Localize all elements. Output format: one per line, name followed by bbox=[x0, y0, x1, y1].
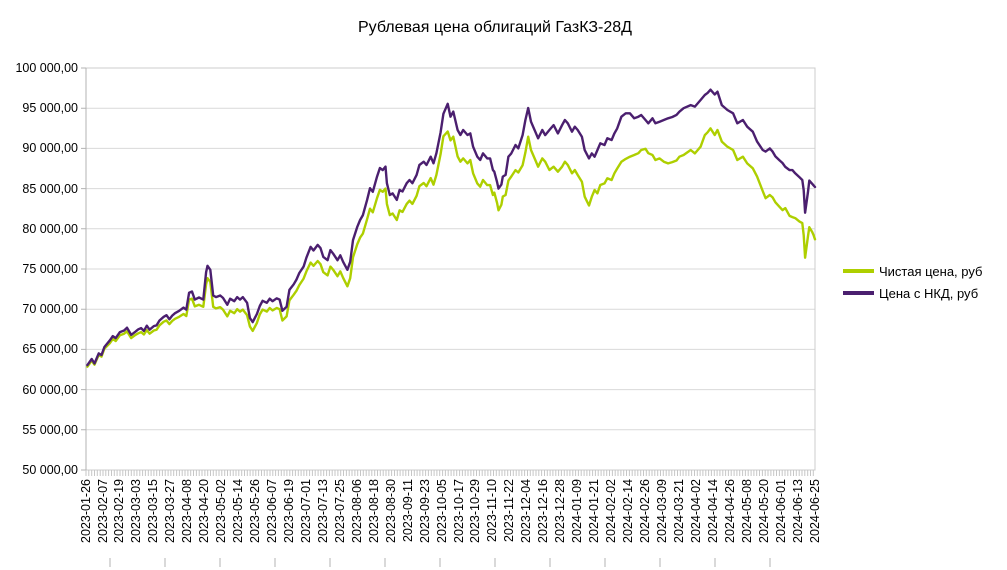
y-tick-label: 95 000,00 bbox=[22, 101, 78, 115]
x-tick-label: 2023-02-19 bbox=[112, 479, 127, 543]
nkd-price-line-icon bbox=[843, 291, 874, 295]
x-tick-label: 2023-05-02 bbox=[214, 479, 229, 543]
chart-title: Рублевая цена облигаций ГазКЗ-28Д bbox=[358, 19, 632, 36]
clean-price-line-icon bbox=[843, 269, 874, 273]
x-tick-label: 2024-06-13 bbox=[790, 479, 805, 543]
y-tick-label: 70 000,00 bbox=[22, 302, 78, 316]
x-tick-label: 2023-09-11 bbox=[400, 479, 415, 543]
x-tick-label: 2024-06-01 bbox=[773, 479, 788, 543]
x-tick-label: 2023-06-19 bbox=[281, 479, 296, 543]
x-tick-label: 2023-08-30 bbox=[383, 479, 398, 543]
x-tick-label: 2023-10-05 bbox=[434, 479, 449, 543]
x-tick-label: 2023-12-28 bbox=[553, 479, 568, 543]
x-tick-label: 2023-03-15 bbox=[146, 479, 161, 543]
x-tick-label: 2024-04-14 bbox=[705, 479, 720, 543]
x-tick-label: 2023-07-25 bbox=[332, 479, 347, 543]
series-line-1 bbox=[86, 88, 817, 367]
x-tick-label: 2023-06-07 bbox=[265, 479, 279, 543]
y-tick-label: 55 000,00 bbox=[22, 423, 78, 437]
x-tick-label: 2023-08-06 bbox=[349, 479, 364, 543]
x-tick-label: 2023-01-26 bbox=[78, 479, 93, 543]
legend-label: Цена с НКД, руб bbox=[879, 285, 979, 301]
x-tick-label: 2023-08-18 bbox=[366, 479, 381, 543]
legend-item-nkd-price: Цена с НКД, руб bbox=[843, 285, 978, 301]
x-tick-label: 2023-03-27 bbox=[163, 479, 178, 543]
x-tick-label: 2023-04-20 bbox=[197, 479, 212, 543]
x-tick-label: 2023-11-22 bbox=[502, 479, 517, 543]
x-tick-label: 2023-05-14 bbox=[231, 479, 246, 543]
y-tick-label: 60 000,00 bbox=[22, 383, 78, 397]
y-tick-label: 100 000,00 bbox=[15, 61, 78, 75]
x-tick-label: 2024-04-26 bbox=[722, 479, 737, 543]
x-tick-label: 2023-12-16 bbox=[536, 479, 551, 543]
y-tick-label: 80 000,00 bbox=[22, 222, 78, 236]
x-tick-label: 2023-05-26 bbox=[248, 479, 262, 543]
y-tick-label: 85 000,00 bbox=[22, 182, 78, 196]
x-tick-label: 2023-04-08 bbox=[180, 479, 195, 543]
x-tick-label: 2023-02-07 bbox=[95, 479, 110, 543]
legend-label: Чистая цена, руб bbox=[879, 263, 983, 279]
series-line-0 bbox=[86, 127, 817, 368]
x-tick-label: 2024-04-02 bbox=[688, 479, 703, 543]
x-tick-label: 2023-10-17 bbox=[451, 479, 466, 543]
y-tick-label: 50 000,00 bbox=[22, 463, 78, 477]
y-tick-label: 75 000,00 bbox=[22, 262, 78, 276]
x-tick-label: 2023-07-13 bbox=[315, 479, 330, 543]
x-tick-label: 2023-10-29 bbox=[468, 479, 483, 543]
x-tick-label: 2023-11-10 bbox=[485, 479, 500, 543]
x-tick-label: 2024-05-08 bbox=[739, 479, 754, 543]
x-tick-label: 2024-02-02 bbox=[604, 479, 619, 543]
x-tick-label: 2024-02-14 bbox=[621, 479, 635, 543]
x-tick-label: 2024-06-25 bbox=[807, 479, 822, 543]
y-tick-label: 90 000,00 bbox=[22, 141, 78, 155]
x-tick-label: 2023-12-04 bbox=[519, 479, 534, 543]
x-tick-label: 2024-01-21 bbox=[587, 479, 602, 543]
x-tick-label: 2024-01-09 bbox=[570, 479, 585, 543]
y-tick-label: 65 000,00 bbox=[22, 342, 78, 356]
x-tick-label: 2024-03-21 bbox=[671, 479, 686, 543]
x-tick-label: 2023-09-23 bbox=[417, 479, 432, 543]
x-tick-label: 2024-03-09 bbox=[654, 479, 669, 543]
x-tick-label: 2023-03-03 bbox=[129, 479, 144, 543]
x-tick-label: 2024-02-26 bbox=[638, 479, 652, 543]
x-tick-label: 2024-05-20 bbox=[756, 479, 771, 543]
legend-item-clean-price: Чистая цена, руб bbox=[843, 263, 982, 279]
x-tick-label: 2023-07-01 bbox=[298, 479, 313, 543]
